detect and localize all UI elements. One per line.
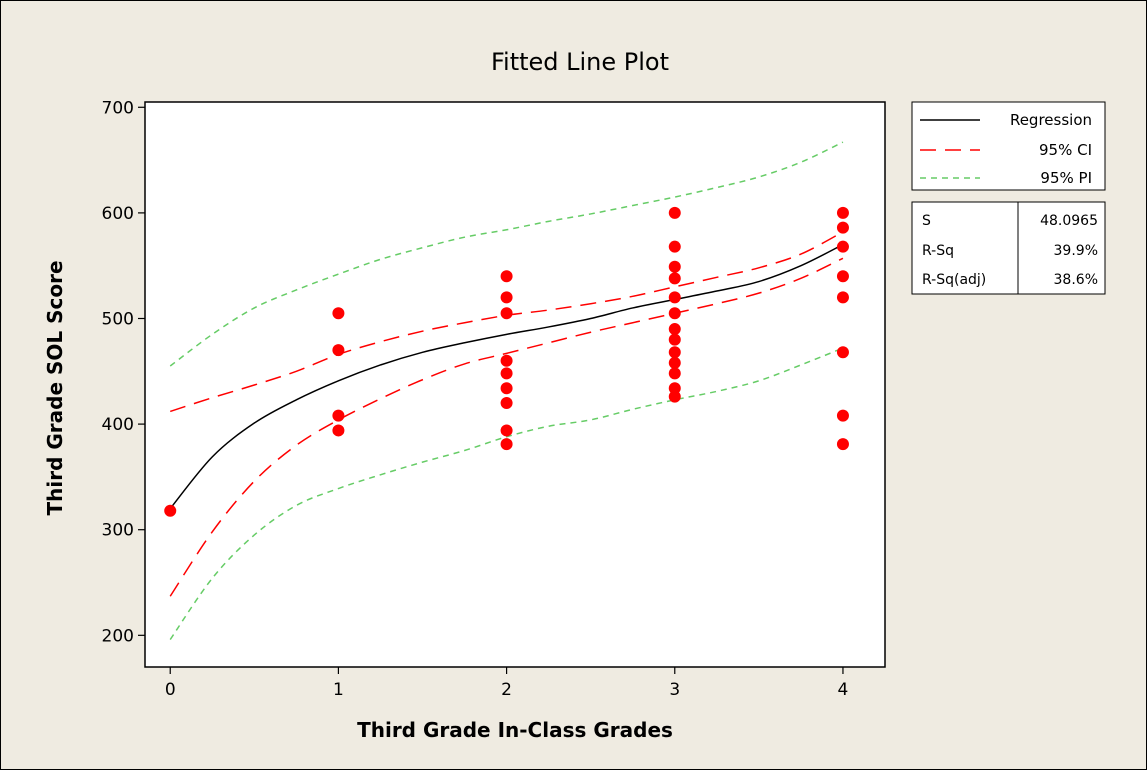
- data-point: [668, 206, 681, 219]
- y-tick-label: 600: [102, 204, 134, 224]
- data-point: [836, 438, 849, 451]
- data-point: [668, 356, 681, 369]
- data-point: [836, 346, 849, 359]
- data-point: [668, 323, 681, 336]
- data-point: [668, 260, 681, 273]
- legend-label-pi: 95% PI: [1040, 169, 1092, 187]
- data-point: [836, 409, 849, 422]
- data-points: [164, 206, 849, 517]
- y-axis: 200 300 400 500 600 700: [102, 98, 145, 646]
- data-point: [500, 354, 513, 367]
- data-point: [332, 424, 345, 437]
- data-point: [500, 291, 513, 304]
- pi-lower-line: [169, 347, 844, 640]
- x-tick-label: 2: [501, 680, 512, 700]
- legend: Regression 95% CI 95% PI: [911, 101, 1106, 191]
- x-axis: 0 1 2 3 4: [165, 667, 849, 700]
- stat-value-rsq-adj: 38.6%: [1054, 272, 1098, 288]
- data-point: [500, 424, 513, 437]
- regression-line: [169, 243, 844, 510]
- stats-table: S 48.0965 R-Sq 39.9% R-Sq(adj) 38.6%: [911, 201, 1106, 295]
- y-tick-label: 400: [102, 415, 134, 435]
- data-point: [668, 390, 681, 403]
- data-point: [668, 333, 681, 346]
- data-point: [836, 270, 849, 283]
- y-axis-title: Third Grade SOL Score: [43, 260, 67, 515]
- data-point: [668, 291, 681, 304]
- data-point: [500, 367, 513, 380]
- data-point: [668, 240, 681, 253]
- data-point: [668, 382, 681, 395]
- x-tick-label: 4: [838, 680, 849, 700]
- data-point: [668, 367, 681, 380]
- x-tick-label: 3: [669, 680, 680, 700]
- data-point: [164, 504, 177, 517]
- data-point: [500, 438, 513, 451]
- data-point: [500, 270, 513, 283]
- data-point: [836, 240, 849, 253]
- data-point: [332, 409, 345, 422]
- data-point: [332, 307, 345, 320]
- x-axis-title: Third Grade In-Class Grades: [357, 718, 673, 742]
- y-tick-label: 300: [102, 521, 134, 541]
- stat-value-s: 48.0965: [1040, 213, 1098, 229]
- stat-label-rsq-adj: R-Sq(adj): [922, 272, 986, 288]
- data-point: [500, 382, 513, 395]
- y-tick-label: 500: [102, 309, 134, 329]
- y-tick-label: 700: [102, 98, 134, 118]
- stat-label-s: S: [922, 213, 931, 229]
- y-tick-label: 200: [102, 626, 134, 646]
- ci-lower-line: [169, 257, 844, 597]
- x-tick-label: 1: [333, 680, 344, 700]
- chart-title: Fitted Line Plot: [491, 48, 669, 76]
- data-point: [836, 221, 849, 234]
- stat-value-rsq: 39.9%: [1054, 243, 1098, 259]
- legend-label-ci: 95% CI: [1039, 141, 1092, 159]
- pi-upper-line: [169, 141, 844, 367]
- legend-box: [911, 101, 1106, 191]
- data-point: [668, 272, 681, 285]
- stat-label-rsq: R-Sq: [922, 243, 954, 259]
- data-point: [836, 291, 849, 304]
- data-point: [668, 346, 681, 359]
- legend-label-regression: Regression: [1010, 111, 1092, 129]
- data-point: [500, 396, 513, 409]
- data-point: [836, 206, 849, 219]
- data-point: [668, 307, 681, 320]
- data-point: [332, 344, 345, 357]
- x-tick-label: 0: [165, 680, 176, 700]
- stats-box: [911, 201, 1106, 295]
- data-point: [500, 307, 513, 320]
- plot-area: [144, 101, 886, 668]
